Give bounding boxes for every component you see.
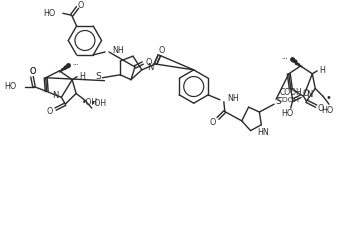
Text: HO: HO: [321, 105, 333, 115]
Text: O: O: [158, 46, 165, 55]
Text: NH: NH: [112, 46, 124, 56]
Text: O: O: [46, 106, 53, 116]
Text: O: O: [210, 118, 216, 127]
Text: HO: HO: [4, 82, 16, 91]
Text: O: O: [145, 58, 152, 66]
Text: S: S: [275, 97, 281, 106]
Text: ...: ...: [72, 60, 79, 66]
Text: COOH: COOH: [278, 97, 300, 103]
Text: N: N: [306, 90, 313, 99]
Text: S: S: [96, 72, 101, 81]
Text: •OH: •OH: [91, 99, 107, 108]
Text: HN: HN: [257, 128, 269, 137]
Text: •OH: •OH: [82, 98, 98, 107]
Text: ...: ...: [281, 54, 288, 60]
Text: N: N: [147, 63, 153, 72]
Text: H: H: [319, 66, 325, 75]
Text: •: •: [325, 93, 331, 103]
Text: O: O: [302, 89, 309, 98]
Text: H: H: [79, 72, 85, 81]
Text: O: O: [77, 1, 84, 10]
Text: O: O: [30, 67, 36, 76]
Text: NH: NH: [227, 94, 239, 103]
Text: HO: HO: [282, 108, 294, 118]
Text: N: N: [52, 91, 59, 100]
Text: HO: HO: [43, 9, 55, 18]
Text: O: O: [30, 67, 36, 76]
Text: O: O: [318, 103, 324, 113]
Text: COOH: COOH: [279, 88, 302, 97]
